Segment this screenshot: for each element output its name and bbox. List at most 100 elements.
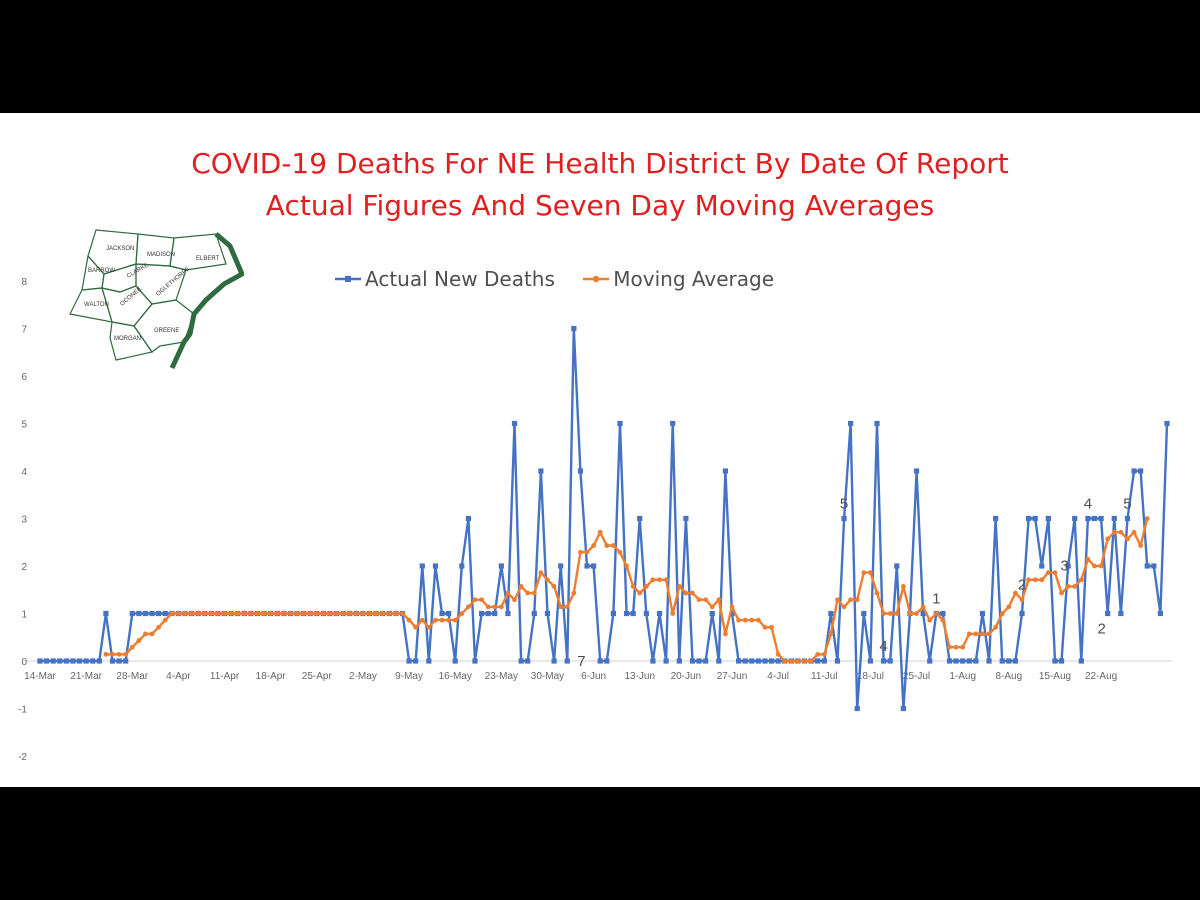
data-point (1025, 515, 1032, 522)
data-point (123, 651, 129, 657)
data-point (498, 563, 504, 569)
data-point (386, 611, 392, 616)
data-point (966, 658, 972, 664)
data-point (571, 590, 577, 596)
data-point (966, 631, 972, 637)
data-point (617, 549, 623, 555)
data-point (1138, 468, 1144, 474)
y-tick-label: 1 (21, 610, 27, 621)
data-point (116, 651, 122, 657)
data-point (716, 658, 722, 664)
data-point (109, 658, 116, 664)
x-tick-label: 16-May (439, 671, 472, 682)
data-point (564, 604, 570, 610)
data-point (828, 610, 834, 617)
data-point (360, 611, 366, 616)
data-point (986, 631, 992, 637)
data-point (729, 610, 735, 617)
x-tick-label: 11-Jul (811, 671, 838, 682)
data-point (742, 617, 748, 623)
data-point (1032, 515, 1038, 522)
data-point (37, 658, 43, 664)
data-point (617, 420, 623, 427)
data-point (432, 563, 439, 569)
data-point (1058, 658, 1065, 664)
data-point (736, 658, 742, 664)
data-point (419, 563, 425, 569)
x-tick-label: 18-Apr (256, 671, 287, 682)
data-point (1092, 563, 1097, 569)
data-point (116, 658, 122, 664)
data-point (426, 658, 432, 664)
data-label: 3 (1061, 557, 1069, 574)
data-point (1144, 563, 1150, 569)
data-point (861, 570, 867, 576)
data-point (597, 529, 603, 535)
data-point (1065, 563, 1071, 569)
data-point (162, 610, 168, 617)
x-tick-label: 6-Jun (581, 671, 606, 682)
data-point (459, 611, 465, 616)
data-point (650, 658, 656, 664)
data-point (505, 590, 511, 596)
data-point (1138, 543, 1144, 548)
data-point (1065, 584, 1071, 589)
data-point (953, 644, 959, 650)
data-point (485, 610, 491, 617)
data-point (465, 515, 471, 522)
x-tick-label: 14-Mar (24, 671, 56, 682)
data-point (274, 611, 280, 616)
data-point (788, 658, 794, 664)
data-point (703, 658, 709, 664)
data-point (709, 610, 715, 617)
x-tick-label: 11-Apr (210, 671, 240, 682)
data-point (709, 604, 715, 610)
data-point (722, 468, 729, 474)
x-tick-label: 15-Aug (1039, 671, 1071, 682)
data-point (406, 617, 412, 623)
data-point (472, 658, 478, 664)
data-point (577, 468, 584, 474)
data-point (538, 468, 544, 474)
legend-item-actual: Actual New Deaths (335, 267, 555, 291)
data-point (129, 610, 135, 617)
data-point (624, 563, 629, 569)
data-point (439, 617, 445, 623)
data-point (182, 611, 188, 616)
map-label-walton: WALTON (84, 302, 109, 308)
data-point (83, 658, 89, 664)
county-map: JACKSON MADISON ELBERT BARROW CLARKE OGL… (69, 229, 244, 370)
data-point (156, 610, 162, 617)
data-point (123, 658, 129, 664)
data-point (353, 611, 359, 616)
data-point (894, 563, 900, 569)
data-point (637, 590, 643, 596)
data-point (1111, 529, 1117, 535)
map-label-morgan: MORGAN (114, 336, 141, 342)
data-point (63, 658, 69, 664)
data-point (1098, 563, 1104, 569)
data-point (841, 604, 847, 610)
data-point (868, 570, 873, 576)
data-point (643, 610, 649, 617)
data-point (986, 658, 992, 664)
data-point (1151, 563, 1157, 569)
data-point (960, 658, 966, 664)
data-point (525, 590, 531, 596)
y-tick-label: 5 (21, 420, 27, 431)
x-tick-label: 28-Mar (116, 671, 148, 682)
data-point (446, 610, 452, 617)
data-point (848, 597, 854, 603)
data-point (973, 658, 979, 664)
data-point (914, 611, 919, 616)
data-point (208, 611, 214, 616)
data-label: 2 (1018, 577, 1026, 594)
data-point (1039, 563, 1045, 569)
data-point (1072, 584, 1078, 589)
data-point (940, 610, 946, 617)
data-point (723, 631, 728, 637)
data-point (1164, 420, 1170, 427)
data-point (525, 658, 531, 664)
data-label: 4 (1084, 496, 1092, 513)
data-point (696, 658, 702, 664)
